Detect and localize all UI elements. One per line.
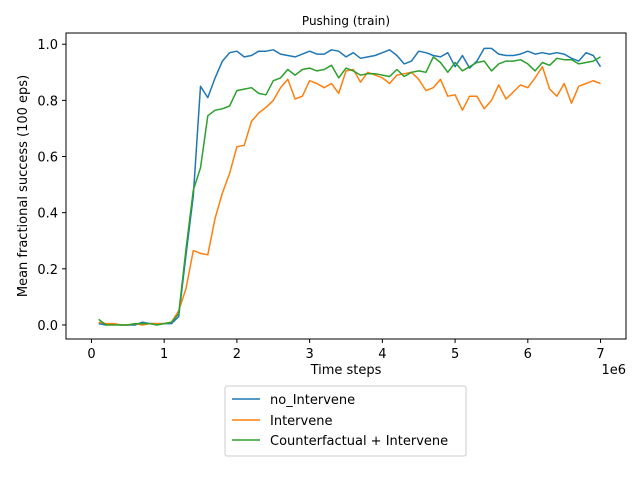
y-tick-label: 0.2 (37, 263, 58, 278)
legend-label-no-intervene: no_Intervene (270, 393, 355, 408)
y-axis-label: Mean fractional success (100 eps) (16, 75, 31, 297)
x-axis: 0 1 2 3 4 5 6 7 (87, 339, 605, 362)
y-axis: 0.0 0.2 0.4 0.6 0.8 1.0 (37, 38, 66, 334)
y-tick-label: 0.8 (37, 94, 58, 109)
x-tick-label: 1 (160, 347, 168, 362)
x-axis-label: Time steps (310, 363, 382, 378)
legend-label-counterfactual-intervene: Counterfactual + Intervene (270, 434, 448, 449)
x-tick-label: 4 (378, 347, 386, 362)
chart-title: Pushing (train) (302, 14, 390, 28)
y-tick-label: 0.0 (37, 319, 58, 334)
y-tick-label: 0.6 (37, 151, 58, 166)
plot-frame (65, 32, 627, 340)
x-tick-label: 2 (233, 347, 241, 362)
x-tick-label: 6 (524, 347, 532, 362)
y-tick-label: 1.0 (37, 38, 58, 53)
legend: no_Intervene Intervene Counterfactual + … (224, 385, 467, 457)
plot-area (98, 47, 602, 326)
series-line-counterfactual-intervene (98, 56, 601, 326)
x-tick-label: 3 (305, 347, 313, 362)
series-line-no-intervene (98, 47, 602, 326)
y-tick-label: 0.4 (37, 207, 58, 222)
series-line-intervene (98, 65, 601, 326)
x-tick-label: 0 (87, 347, 95, 362)
x-tick-label: 7 (596, 347, 604, 362)
x-axis-offset-label: 1e6 (601, 363, 626, 378)
legend-label-intervene: Intervene (270, 414, 332, 429)
x-tick-label: 5 (451, 347, 459, 362)
legend-frame (224, 385, 467, 457)
